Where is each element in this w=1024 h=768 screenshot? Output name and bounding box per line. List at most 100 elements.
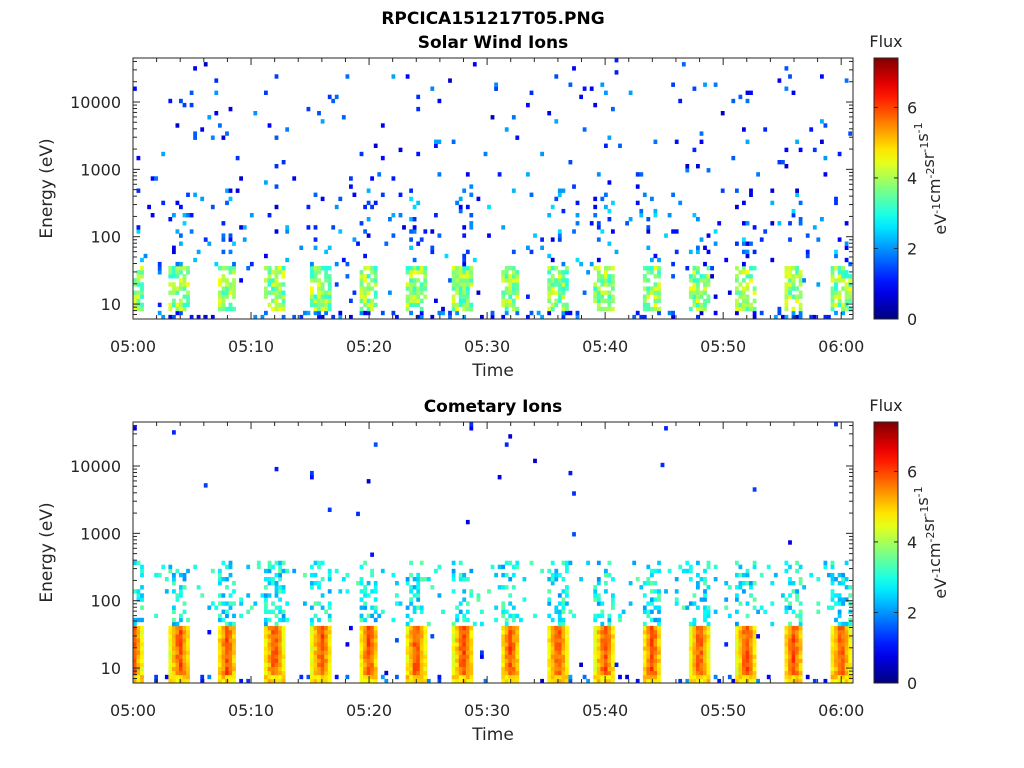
flux-cell <box>274 298 279 303</box>
flux-cell <box>313 642 318 647</box>
flux-cell <box>575 221 580 226</box>
flux-cell <box>278 638 282 643</box>
flux-cell <box>140 282 144 287</box>
y-tick-label: 10000 <box>70 93 121 112</box>
flux-cell <box>221 221 226 226</box>
flux-cell <box>692 630 697 635</box>
flux-cell <box>398 601 403 606</box>
flux-cell <box>179 282 183 287</box>
flux-cell <box>837 572 842 578</box>
flux-cell <box>419 282 424 287</box>
flux-cell <box>745 662 750 667</box>
flux-cell <box>228 670 233 676</box>
flux-cell <box>511 249 516 255</box>
flux-cell <box>334 674 339 680</box>
flux-cell <box>791 670 796 676</box>
flux-cell <box>228 106 233 112</box>
flux-cell <box>476 196 481 202</box>
flux-cell <box>827 605 831 610</box>
flux-cell <box>568 560 573 566</box>
flux-cell <box>848 646 853 651</box>
flux-cell <box>423 294 428 299</box>
flux-cell <box>671 310 675 316</box>
flux-cell <box>625 221 629 226</box>
flux-cell <box>642 302 647 308</box>
x-tick-label: 06:00 <box>818 701 864 720</box>
flux-cell <box>384 678 389 684</box>
flux-cell <box>593 666 598 672</box>
flux-cell <box>504 302 509 308</box>
flux-cell <box>172 617 176 623</box>
flux-cell <box>550 266 555 271</box>
flux-cell <box>703 678 707 684</box>
flux-cell <box>784 646 789 651</box>
flux-cell <box>310 302 314 308</box>
flux-cell <box>416 605 421 610</box>
flux-cell <box>600 658 605 663</box>
flux-cell <box>791 213 796 218</box>
flux-cell <box>264 678 268 684</box>
flux-cell <box>834 662 838 667</box>
flux-cell <box>469 589 474 594</box>
flux-cell <box>458 290 463 295</box>
flux-cell <box>749 302 753 308</box>
flux-cell <box>274 642 279 647</box>
flux-cell <box>465 519 470 525</box>
flux-cell <box>168 650 173 655</box>
flux-cell <box>788 666 792 672</box>
flux-cell <box>515 642 520 647</box>
flux-cell <box>313 670 318 676</box>
flux-cell <box>596 654 601 659</box>
flux-cell <box>232 662 236 667</box>
flux-cell <box>596 274 601 279</box>
flux-cell <box>770 200 775 206</box>
flux-cell <box>692 625 697 631</box>
flux-cell <box>717 678 722 684</box>
flux-cell <box>596 601 601 606</box>
flux-cell <box>504 654 509 659</box>
flux-cell <box>327 630 332 635</box>
flux-cell <box>841 638 845 643</box>
flux-cell <box>370 658 374 663</box>
flux-cell <box>504 646 509 651</box>
flux-cell <box>515 135 520 140</box>
flux-cell <box>324 658 328 663</box>
flux-cell <box>462 678 467 684</box>
flux-cell <box>395 674 399 680</box>
flux-cell <box>320 577 325 582</box>
flux-cell <box>713 577 718 582</box>
flux-cell <box>614 58 619 63</box>
flux-cell <box>465 662 470 667</box>
flux-cell <box>688 306 693 312</box>
flux-cell <box>515 630 520 635</box>
flux-cell <box>324 266 328 271</box>
flux-cell <box>168 630 173 635</box>
flux-cell <box>561 658 566 663</box>
flux-cell <box>561 617 566 623</box>
flux-cell <box>830 646 835 651</box>
flux-cell <box>281 314 286 320</box>
flux-cell <box>363 229 367 234</box>
flux-cell <box>412 585 417 590</box>
flux-cell <box>168 302 173 308</box>
flux-cell <box>791 90 796 95</box>
flux-cell <box>550 678 555 684</box>
y-tick-label: 100 <box>90 228 121 247</box>
flux-cell <box>278 294 282 299</box>
flux-cell <box>611 634 615 639</box>
flux-cell <box>409 217 413 222</box>
flux-cell <box>232 261 236 267</box>
flux-cell <box>462 597 467 602</box>
flux-cell <box>423 650 428 655</box>
flux-cell <box>327 94 332 100</box>
flux-cell <box>487 204 491 210</box>
flux-cell <box>529 192 534 197</box>
flux-cell <box>136 678 141 684</box>
x-tick-label: 05:50 <box>700 701 746 720</box>
flux-cell <box>738 306 743 312</box>
flux-cell <box>798 302 803 308</box>
flux-cell <box>501 646 506 651</box>
flux-cell <box>416 638 421 643</box>
flux-cell <box>278 577 282 582</box>
flux-cell <box>501 625 506 631</box>
